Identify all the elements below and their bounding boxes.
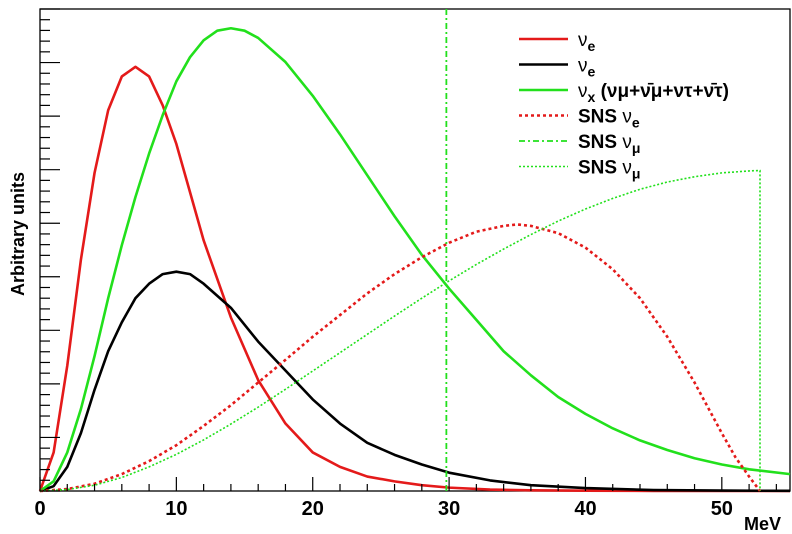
series-line-4 bbox=[39, 223, 762, 493]
series-line-1 bbox=[38, 65, 791, 493]
legend-label-6: SNS νμ bbox=[578, 158, 640, 182]
x-tick-label: 50 bbox=[711, 498, 733, 520]
x-tick-label: 0 bbox=[34, 498, 45, 520]
legend-label-2: νe bbox=[578, 56, 596, 80]
legend-label-5: SNS νμ bbox=[578, 132, 640, 156]
x-axis-title: MeV bbox=[744, 514, 781, 534]
plot-frame bbox=[39, 8, 791, 492]
legend-label-4: SNS νe bbox=[578, 107, 640, 131]
axes-layer: 0 10 20 30 40 50 bbox=[34, 8, 777, 520]
curves-layer bbox=[38, 9, 791, 493]
legend-label-3: νx (νμ+ν̄μ+ντ+ν̄τ) bbox=[578, 81, 729, 105]
x-tick-label: 10 bbox=[165, 498, 187, 520]
x-tick-label: 20 bbox=[302, 498, 324, 520]
y-axis-title: Arbitrary units bbox=[8, 172, 28, 296]
x-tick-label: 30 bbox=[438, 498, 460, 520]
legend-label-1: νe bbox=[578, 30, 596, 54]
series-line-3 bbox=[39, 26, 791, 493]
series-line-6 bbox=[39, 169, 761, 492]
plot-border bbox=[39, 8, 791, 492]
series-line-2 bbox=[39, 270, 791, 493]
x-tick-label: 40 bbox=[574, 498, 596, 520]
